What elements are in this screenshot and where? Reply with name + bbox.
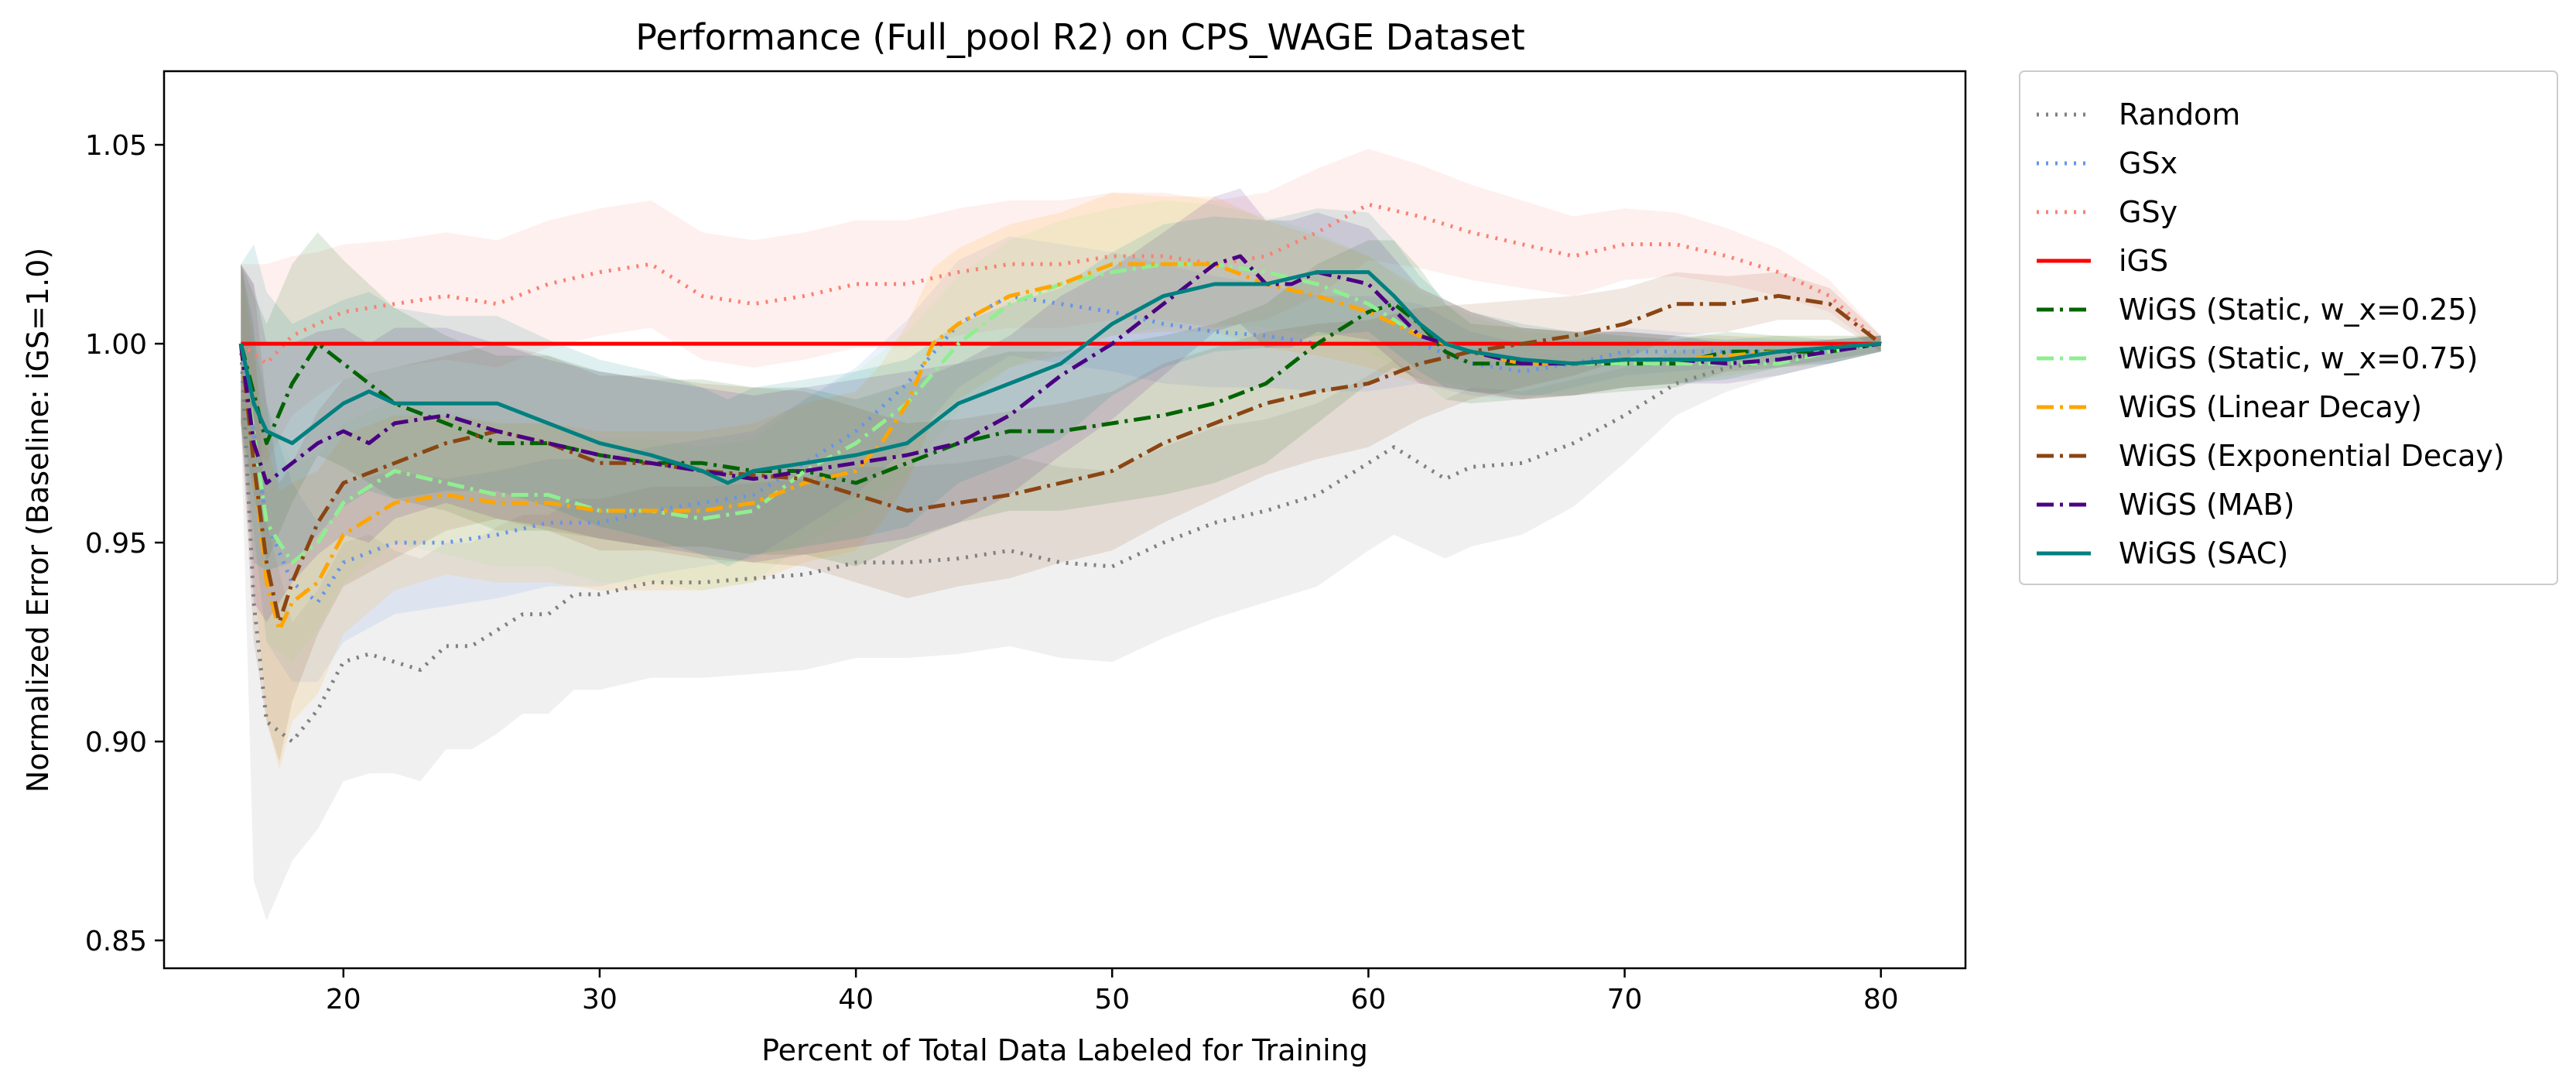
- plot-frame: [162, 70, 1967, 970]
- y-tick-label-1: 0.90: [85, 727, 147, 759]
- series-line-7: [238, 293, 1883, 625]
- legend-label-7: WiGS (Exponential Decay): [2119, 439, 2505, 473]
- band-1: [241, 236, 1881, 682]
- x-tick-label-2: 40: [838, 984, 874, 1015]
- legend-label-4: WiGS (Static, w_x=0.25): [2119, 293, 2478, 327]
- x-tick-label-5: 70: [1607, 984, 1643, 1015]
- y-tick-label-2: 0.95: [85, 528, 147, 560]
- legend-label-5: WiGS (Static, w_x=0.75): [2119, 341, 2478, 375]
- x-tick-label-6: 80: [1863, 984, 1899, 1015]
- band-7: [241, 264, 1881, 762]
- legend-frame: [2019, 70, 2558, 585]
- axes: 20 30 40 50 60 70 80 0.85 0.90 0.95 1.00 1.05: [85, 130, 1899, 1015]
- y-axis-label: Normalized Error (Baseline: iGS=1.0): [21, 248, 55, 793]
- x-tick-label-1: 30: [582, 984, 617, 1015]
- legend-label-6: WiGS (Linear Decay): [2119, 390, 2422, 424]
- y-tick-label-0: 0.85: [85, 926, 147, 957]
- legend-label-0: Random: [2119, 98, 2240, 132]
- band-8: [241, 188, 1881, 622]
- confidence-bands: [241, 149, 1881, 921]
- band-2: [241, 149, 1881, 464]
- x-axis-label: Percent of Total Data Labeled for Traini…: [761, 1033, 1368, 1067]
- band-4: [241, 232, 1881, 567]
- band-0: [241, 264, 1881, 921]
- legend: Random GSx GSy iGS WiGS (Static, w_x=0.25) Wi…: [2019, 70, 2558, 585]
- legend-label-3: iGS: [2119, 244, 2168, 278]
- legend-label-8: WiGS (MAB): [2119, 488, 2294, 522]
- legend-label-2: GSy: [2119, 195, 2177, 229]
- plot-area: [238, 149, 1883, 921]
- x-tick-label-0: 20: [326, 984, 361, 1015]
- legend-label-9: WiGS (SAC): [2119, 536, 2288, 570]
- series-lines: [238, 202, 1883, 744]
- band-6: [241, 192, 1881, 770]
- series-line-9: [238, 270, 1881, 485]
- band-5: [241, 200, 1881, 663]
- band-9: [241, 208, 1881, 570]
- x-tick-label-4: 60: [1351, 984, 1387, 1015]
- chart-title: Performance (Full_pool R2) on CPS_WAGE D…: [635, 16, 1524, 58]
- y-tick-label-3: 1.00: [85, 329, 147, 361]
- y-tick-label-4: 1.05: [85, 130, 147, 162]
- legend-label-1: GSx: [2119, 146, 2177, 180]
- x-tick-label-3: 50: [1094, 984, 1130, 1015]
